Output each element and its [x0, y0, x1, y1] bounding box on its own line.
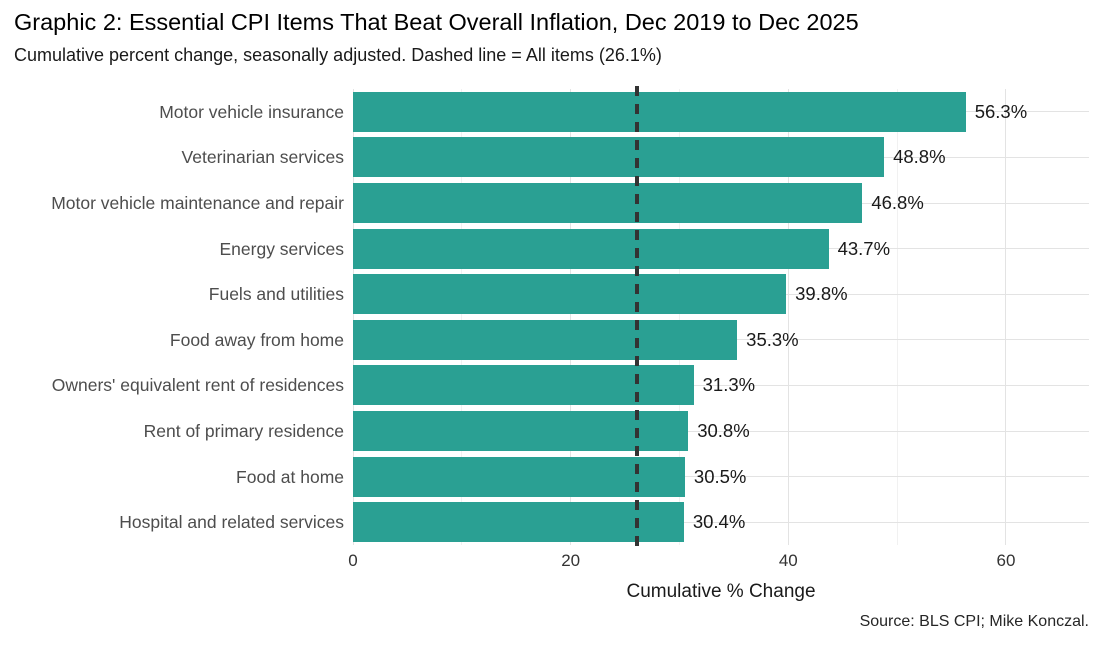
- x-axis-tick-label: 0: [348, 551, 358, 570]
- bar: [353, 456, 685, 497]
- y-axis-category-label: Owners' equivalent rent of residences: [51, 375, 344, 396]
- y-axis-category-label: Rent of primary residence: [143, 421, 344, 441]
- bar-value-label: 30.5%: [693, 465, 747, 487]
- gridline-major-vertical: [570, 89, 572, 545]
- x-axis-tick-label: 20: [561, 551, 581, 570]
- bar: [353, 137, 885, 178]
- gridline-major-vertical: [1005, 89, 1007, 545]
- bar-value-label: 43.7%: [837, 237, 891, 259]
- x-axis-title: Cumulative % Change: [626, 581, 816, 602]
- bar-value-label: 35.3%: [746, 328, 799, 350]
- gridline-major-horizontal: [353, 384, 1089, 386]
- gridline-major-horizontal: [353, 521, 1089, 523]
- bar-value-label: 31.3%: [702, 374, 756, 396]
- y-axis-category-label: Hospital and related services: [119, 512, 344, 533]
- bar: [353, 183, 863, 223]
- gridline-major-horizontal: [353, 476, 1089, 478]
- y-axis-category-label: Food away from home: [169, 329, 344, 350]
- x-axis-tick-label: 60: [996, 551, 1016, 570]
- bar: [353, 365, 694, 406]
- y-axis-category-label: Fuels and utilities: [208, 284, 344, 305]
- bar: [353, 411, 689, 451]
- y-axis-category-label: Veterinarian services: [181, 147, 344, 168]
- gridline-minor-vertical: [461, 89, 463, 545]
- gridline-major-horizontal: [353, 430, 1089, 432]
- chart-title: Graphic 2: Essential CPI Items That Beat…: [14, 9, 859, 35]
- gridline-minor-vertical: [678, 89, 680, 545]
- bar-value-label: 30.8%: [697, 420, 750, 441]
- y-axis-category-label: Motor vehicle insurance: [159, 101, 344, 122]
- bar-value-label: 46.8%: [871, 192, 924, 213]
- gridline-major-vertical: [787, 89, 789, 545]
- bar: [353, 274, 787, 315]
- gridline-minor-vertical: [896, 89, 898, 545]
- x-axis-tick-label: 40: [778, 551, 798, 570]
- chart-subtitle: Cumulative percent change, seasonally ad…: [14, 45, 662, 65]
- bar: [353, 502, 684, 543]
- bar-value-label: 39.8%: [795, 283, 848, 305]
- gridline-major-vertical: [352, 89, 354, 545]
- bar-value-label: 30.4%: [692, 511, 746, 533]
- y-axis-category-label: Food at home: [236, 466, 344, 487]
- bar: [353, 228, 829, 269]
- bar-value-label: 48.8%: [893, 146, 946, 168]
- bar: [353, 319, 738, 360]
- y-axis-category-label: Energy services: [219, 238, 345, 259]
- reference-line-all-items: [635, 86, 640, 551]
- source-caption: Source: BLS CPI; Mike Konczal.: [859, 613, 1089, 630]
- bar: [353, 91, 966, 132]
- bar-value-label: 56.3%: [974, 100, 1028, 122]
- y-axis-category-label: Motor vehicle maintenance and repair: [51, 193, 344, 213]
